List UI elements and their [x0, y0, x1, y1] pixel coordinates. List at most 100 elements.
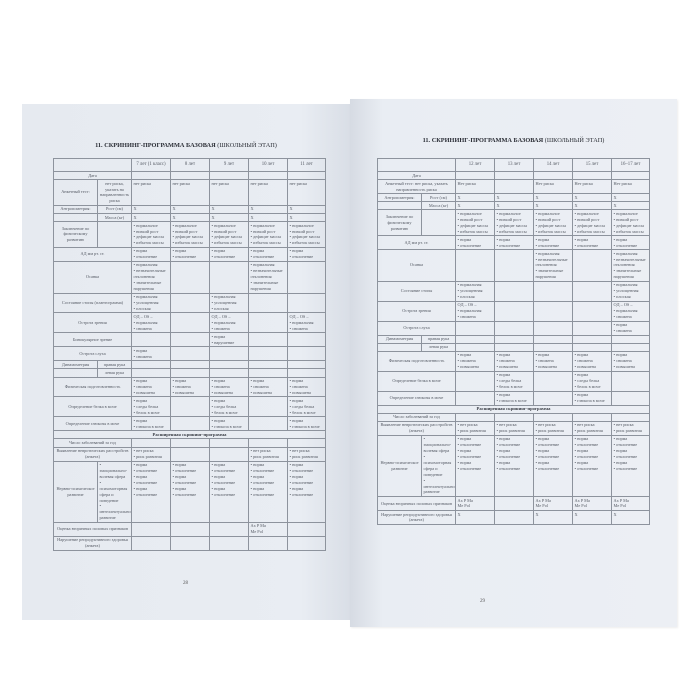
table-cell — [248, 438, 288, 448]
table-cell — [209, 346, 249, 362]
table-cell: нет риска — [248, 179, 288, 206]
table-row: Физическая подготовленность • норма • сни… — [53, 376, 326, 398]
table-cell: Ax P Ma Me Pol — [248, 521, 288, 537]
row-label: Определение белка в моче — [377, 370, 456, 392]
table-cell: X — [131, 212, 171, 223]
page-title: 11. СКРИНИНГ-ПРОГРАММА БАЗОВАЯ (ШКОЛЬНЫЙ… — [422, 137, 605, 144]
table-cell: X — [170, 212, 210, 223]
table-cell: • норма • следы белка • белок в моче — [494, 370, 534, 392]
table-cell — [287, 521, 326, 537]
table-cell: • нормальное • низкий рост • дефицит мас… — [611, 209, 650, 236]
table-cell — [131, 332, 171, 348]
table-cell: • нормальная • уплощенная • плоская — [611, 280, 650, 302]
row-label: Нарушение репродуктивного здоровья (анке… — [53, 535, 132, 551]
table-cell — [170, 312, 210, 334]
table-cell — [209, 438, 249, 448]
table-cell: OД – OS – • нормальная • снижена — [287, 312, 326, 334]
table-cell: • норма • следы белка • белок в моче — [209, 396, 249, 418]
table-cell: • нет риска • риск развития — [494, 420, 534, 436]
table-cell: • норма • снижена • повышена — [131, 376, 171, 398]
header-corner — [377, 158, 456, 172]
table-cell: X — [611, 192, 650, 203]
table-cell: • норма • отклонение — [209, 246, 249, 262]
table-cell: • норма • отклонение — [287, 246, 326, 262]
table-cell: • норма • отклонение — [248, 246, 288, 262]
table-cell — [572, 300, 612, 322]
table-cell: • норма • снижена • повышена — [170, 376, 210, 398]
table-cell — [455, 342, 495, 352]
table-cell — [455, 412, 495, 422]
row-label: Выявление невротических расстройств (анк… — [53, 446, 132, 462]
right-page: 11. СКРИНИНГ-ПРОГРАММА БАЗОВАЯ (ШКОЛЬНЫЙ… — [350, 99, 677, 627]
table-cell: • нет риска • риск развития — [533, 420, 573, 436]
table-cell: X — [533, 192, 573, 203]
table-row: Нарушение репродуктивного здоровья (анке… — [377, 509, 650, 525]
row-label: Оценка вторичных половых признаков — [377, 495, 456, 511]
table-cell — [494, 509, 534, 525]
table-cell — [572, 334, 612, 344]
column-header: 9 лет — [209, 158, 249, 172]
table-cell — [494, 249, 534, 282]
section-row: Расширенная скрининг-программа — [53, 430, 326, 440]
table-cell — [248, 346, 288, 362]
table-cell — [533, 342, 573, 352]
table-cell — [611, 170, 650, 181]
table-row: Физическая подготовленность • норма • сни… — [377, 350, 650, 372]
table-row: Динамометрия правая рука — [377, 334, 650, 344]
table-cell: • нормальное • низкий рост • дефицит мас… — [170, 221, 210, 248]
section-title: Расширенная скрининг-программа — [377, 404, 650, 414]
table-cell — [170, 346, 210, 362]
column-header: 15 лет — [572, 158, 612, 172]
table-cell — [248, 332, 288, 348]
row-sublabel: правая рука — [421, 334, 456, 344]
table-cell: • нет риска • риск развития — [248, 446, 288, 462]
table-cell: OД – OS – • нормальная • снижена — [209, 312, 249, 334]
table-row: Выявление невротических расстройств (анк… — [53, 446, 326, 462]
table-cell — [494, 300, 534, 322]
table-cell — [131, 535, 171, 551]
table-cell — [170, 416, 210, 432]
table-cell: • нормальная • незначительные отклонения… — [533, 249, 573, 282]
table-cell: X — [572, 201, 612, 211]
table-cell: Ax P Ma Me Pol — [455, 495, 495, 511]
table-cell — [287, 360, 326, 370]
table-row: Оценка вторичных половых признаков Ax P M… — [53, 521, 326, 537]
table-cell: • норма • отклонение — [572, 235, 612, 250]
table-cell — [494, 280, 534, 302]
table-row: Выявление невротических расстройств (анк… — [377, 420, 650, 436]
table-cell: • нормальная • незначительные отклонения… — [248, 260, 288, 294]
table-row: Осанка • нормальная • незначительные откл… — [377, 249, 650, 282]
row-label: Анкетный тест: — [53, 179, 98, 206]
column-header: 11 лет — [287, 158, 326, 172]
row-label: Осанка — [377, 249, 456, 282]
table-cell — [287, 260, 326, 294]
table-cell: • нормальное • низкий рост • дефицит мас… — [455, 209, 495, 236]
table-cell: • нормальное • низкий рост • дефицит мас… — [131, 221, 171, 248]
table-row: Состояние стопы (плантограмма) • нормальн… — [53, 292, 326, 314]
table-cell — [248, 170, 288, 181]
page-number: 28 — [183, 581, 188, 586]
row-sublabel: • эмоционально-волевая сфера • психомото… — [421, 434, 456, 497]
row-label: Определение глюкозы в моче — [53, 416, 132, 432]
section-title: Расширенная скрининг-программа — [53, 430, 326, 440]
table-cell: X — [533, 201, 573, 211]
row-sublabel: Рост (см) — [421, 192, 456, 203]
table-cell — [209, 535, 249, 551]
table-cell: Нет риска — [533, 179, 573, 194]
table-row: левая рука — [53, 368, 326, 378]
row-sublabel: • эмоционально-волевая сфера • психомото… — [97, 460, 132, 523]
column-header: 8 лет — [170, 158, 210, 172]
column-header: 7 лет (1 класс) — [131, 158, 171, 172]
table-cell: • нормальная • уплощенная • плоская — [455, 280, 495, 302]
table-row: Состояние стопы • нормальная • уплощенная… — [377, 280, 650, 302]
column-header: 10 лет — [248, 158, 288, 172]
table-cell: нет риска — [287, 179, 326, 206]
table-cell — [494, 179, 534, 194]
table-cell — [455, 170, 495, 181]
row-label: Динамометрия — [377, 334, 422, 344]
table-cell — [494, 495, 534, 511]
table-cell: • нормальное • низкий рост • дефицит мас… — [494, 209, 534, 236]
row-label: Состояние стопы — [377, 280, 456, 302]
table-cell: X — [455, 192, 495, 203]
table-cell: X — [572, 509, 612, 525]
